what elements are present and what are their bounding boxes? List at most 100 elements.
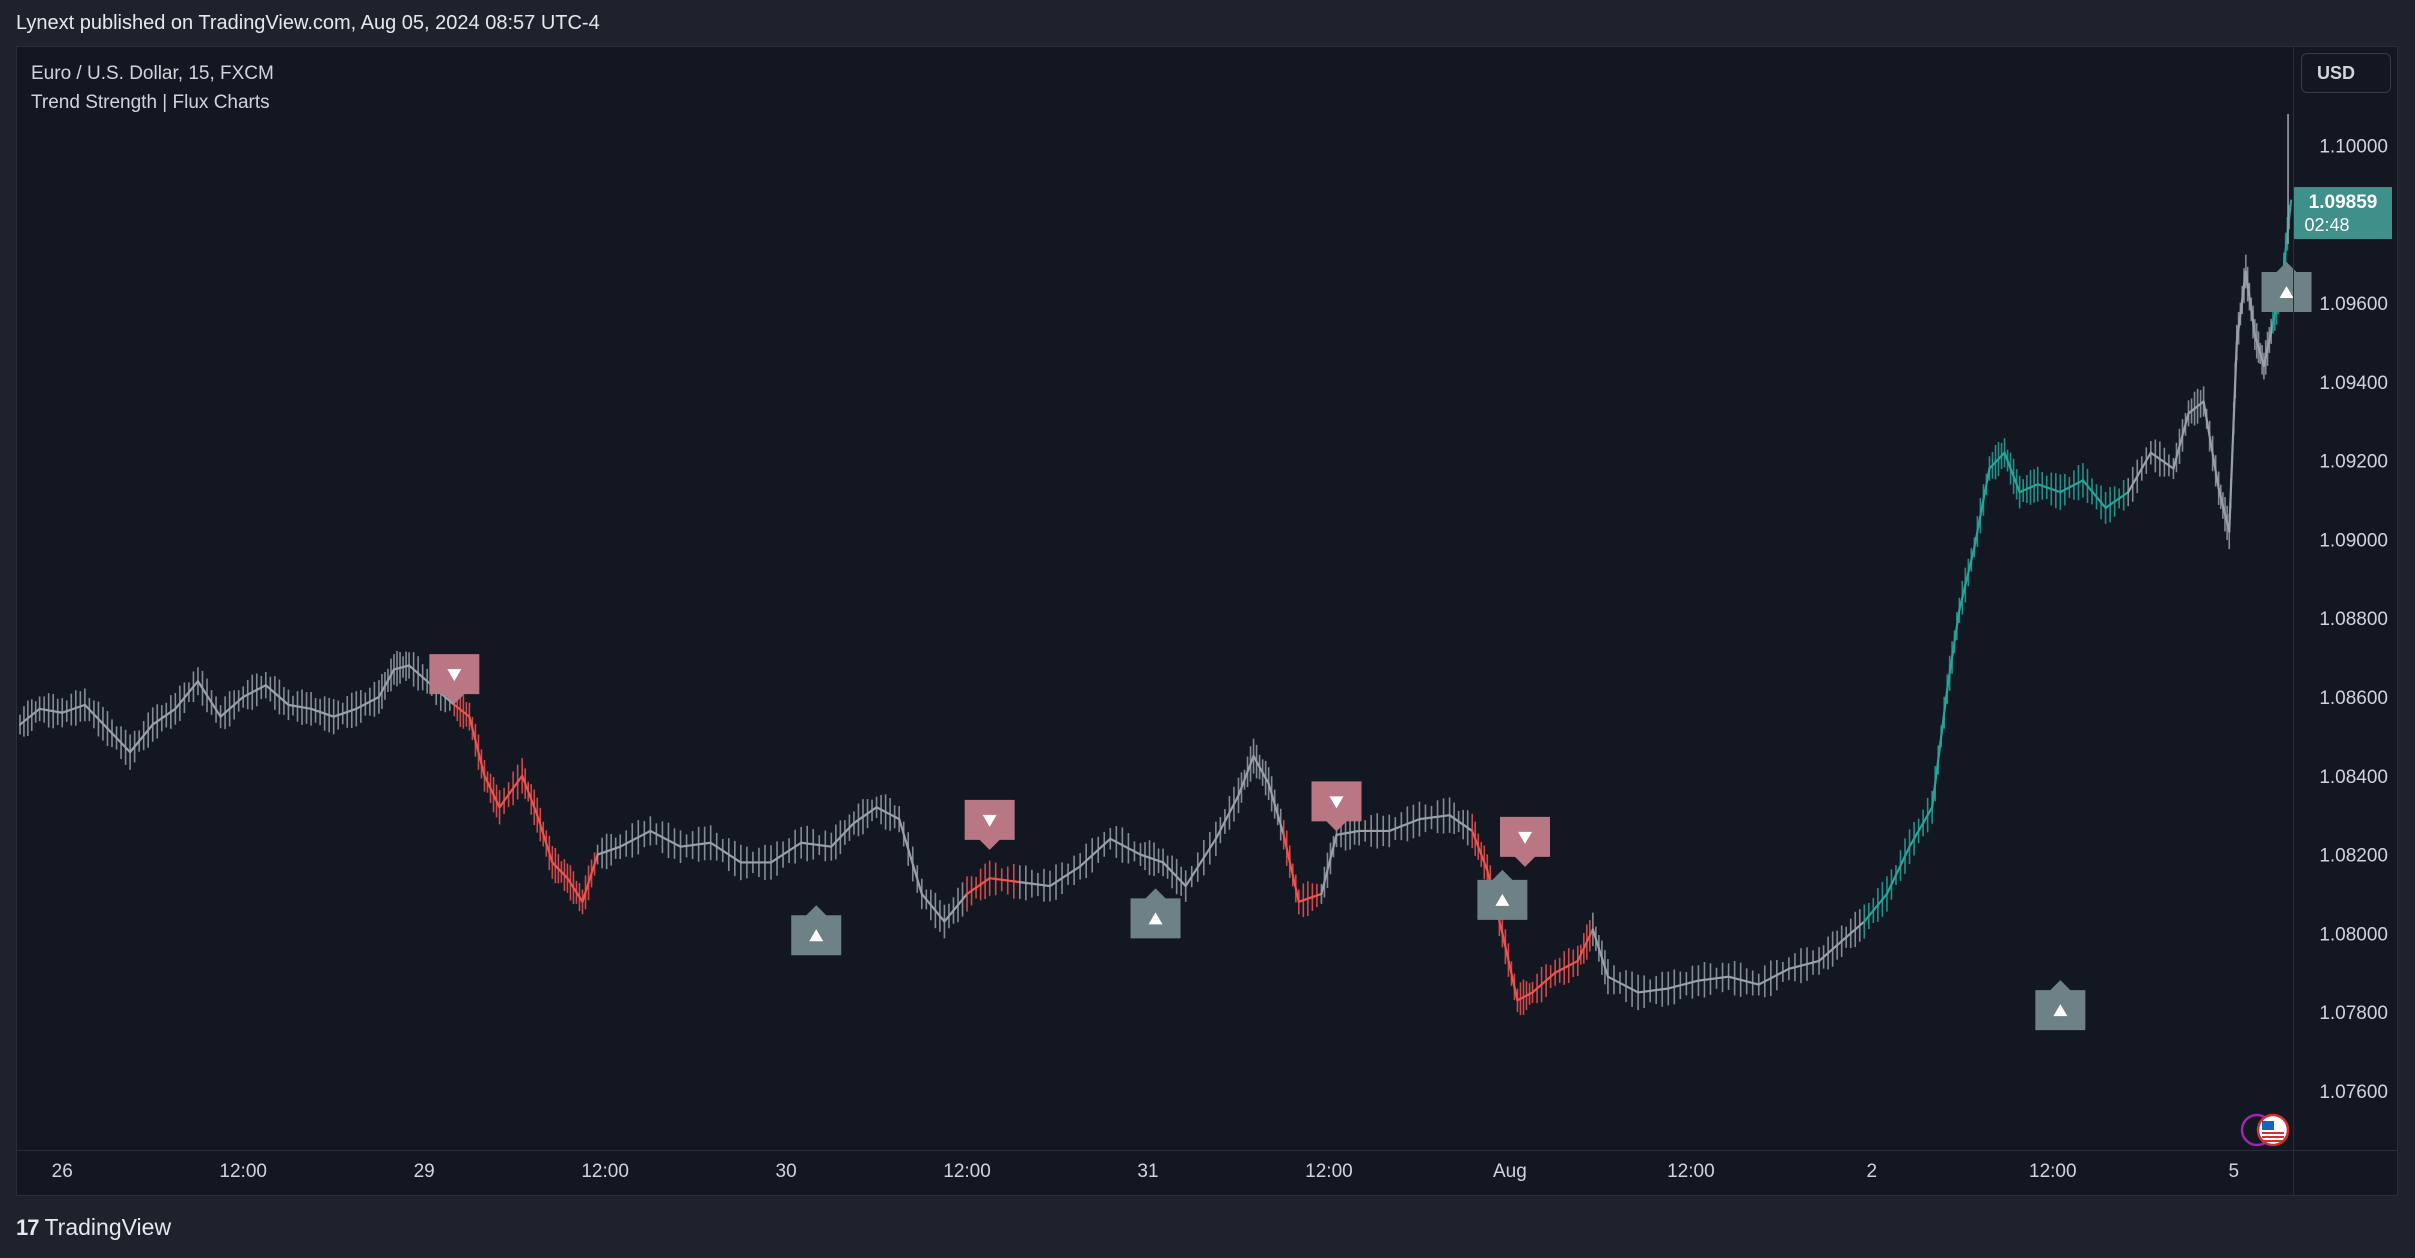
price-segment: [1606, 975, 1640, 994]
x-tick-label: 30: [776, 1161, 797, 1182]
price-segment: [769, 841, 803, 864]
price-segment: [2104, 491, 2130, 509]
y-tick-label: 1.09200: [2319, 452, 2388, 473]
bear-signal-marker: [1500, 816, 1550, 867]
y-tick-label: 1.08800: [2319, 609, 2388, 630]
triangle-down-icon: [1329, 796, 1344, 809]
chart-panel[interactable]: 1.07600 1.07800 1.08000 1.08200 1.08400 1.086…: [16, 46, 2398, 1196]
triangle-up-icon: [2279, 286, 2294, 299]
indicator-label[interactable]: Trend Strength | Flux Charts: [31, 92, 270, 113]
price-segment: [1297, 892, 1323, 903]
brand[interactable]: 17 TradingView: [16, 1214, 171, 1241]
triangle-up-icon: [2053, 1004, 2068, 1017]
brand-name: TradingView: [44, 1214, 172, 1240]
tradingview-logo-icon: 17: [16, 1214, 40, 1240]
price-segment: [1161, 861, 1187, 888]
bull-signal-marker: [1477, 869, 1528, 920]
x-tick-label: 12:00: [1667, 1161, 1715, 1182]
y-tick-label: 1.09000: [2319, 530, 2388, 551]
price-segment: [242, 684, 267, 699]
footer: 17 TradingView: [0, 1196, 2415, 1258]
symbol-label[interactable]: Euro / U.S. Dollar, 15, FXCM: [31, 63, 274, 84]
last-price-label: [2294, 187, 2392, 240]
top-bar: Lynext published on TradingView.com, Aug…: [0, 0, 2415, 46]
x-tick-label: Aug: [1493, 1161, 1527, 1182]
price-segment: [2036, 483, 2062, 494]
price-segment: [1048, 865, 1082, 888]
price-segment: [1554, 959, 1579, 974]
price-segment: [1109, 837, 1142, 856]
price-segment: [407, 664, 433, 687]
price-segment: [1018, 881, 1052, 888]
price-segment: [596, 845, 622, 856]
x-tick-label: 26: [52, 1161, 73, 1182]
price-segment: [830, 821, 856, 848]
bull-signal-marker: [1130, 888, 1181, 939]
price-segment: [965, 877, 991, 896]
bear-signal-marker: [429, 654, 480, 705]
triangle-up-icon: [809, 929, 824, 942]
price-segment: [2127, 451, 2152, 494]
flag-stripe: [2262, 1132, 2284, 1134]
price-segment: [2081, 479, 2107, 509]
price-segment: [1840, 920, 1866, 943]
chart-legend: Euro / U.S. Dollar, 15, FXCM Trend Stren…: [31, 59, 274, 117]
price-segment: [196, 680, 222, 718]
price-segment: [1184, 837, 1217, 888]
price-series: [18, 113, 2293, 1016]
price-segment: [1388, 817, 1421, 833]
y-tick-label: 1.07800: [2319, 1003, 2388, 1024]
y-tick-label: 1.09400: [2319, 373, 2388, 394]
price-segment: [1636, 987, 1670, 994]
time-axis-divider: [17, 1150, 2397, 1151]
price-segment: [709, 841, 742, 864]
x-tick-label: 31: [1137, 1161, 1158, 1182]
y-tick-label: 1.08000: [2319, 924, 2388, 945]
triangle-up-icon: [1148, 912, 1163, 925]
price-segment: [920, 892, 946, 923]
price-segment: [128, 723, 154, 754]
price-segment: [852, 806, 878, 825]
price-segment: [1727, 975, 1760, 986]
price-segment: [83, 703, 109, 730]
price-segment: [1787, 959, 1821, 970]
triangle-down-icon: [1518, 831, 1532, 844]
y-tick-label: 1.08200: [2319, 846, 2388, 867]
triangle-down-icon: [982, 814, 997, 827]
price-segment: [498, 774, 524, 809]
publisher-line: Lynext published on TradingView.com, Aug…: [16, 12, 600, 34]
price-chart[interactable]: 1.07600 1.07800 1.08000 1.08200 1.08400 1.086…: [17, 47, 2398, 1196]
triangle-down-icon: [447, 669, 462, 682]
y-tick-label: 1.08600: [2319, 688, 2388, 709]
price-segment: [875, 806, 901, 821]
x-tick-label: 12:00: [943, 1161, 991, 1182]
price-segment: [619, 829, 652, 848]
x-tick-label: 12:00: [219, 1161, 267, 1182]
price-segment: [106, 727, 132, 754]
price-segment: [943, 892, 969, 923]
price-segment: [264, 684, 290, 706]
price-segment: [38, 707, 64, 714]
bear-signal-marker: [964, 799, 1015, 850]
price-segment: [1448, 814, 1474, 833]
price-axis-divider: [2293, 47, 2294, 1195]
price-segment: [1817, 940, 1843, 963]
price-segment: [2149, 451, 2175, 470]
x-tick-label: 12:00: [1305, 1161, 1353, 1182]
price-segment: [1908, 806, 1934, 848]
currency-button[interactable]: USD: [2301, 53, 2391, 93]
bull-signal-marker: [791, 905, 842, 956]
flag-stripe: [2262, 1140, 2284, 1142]
price-segment: [287, 703, 313, 710]
price-segment: [1667, 979, 1700, 990]
price-segment: [1531, 971, 1557, 994]
flag-stripe: [2262, 1136, 2284, 1138]
countdown-timer: 02:48: [2304, 215, 2349, 235]
price-segment: [1418, 814, 1451, 821]
price-segment: [18, 707, 41, 726]
x-tick-label: 12:00: [581, 1161, 629, 1182]
price-segment: [679, 841, 712, 848]
price-segment: [2059, 479, 2085, 494]
y-tick-label: 1.09600: [2319, 294, 2388, 315]
price-segment: [1757, 967, 1791, 986]
